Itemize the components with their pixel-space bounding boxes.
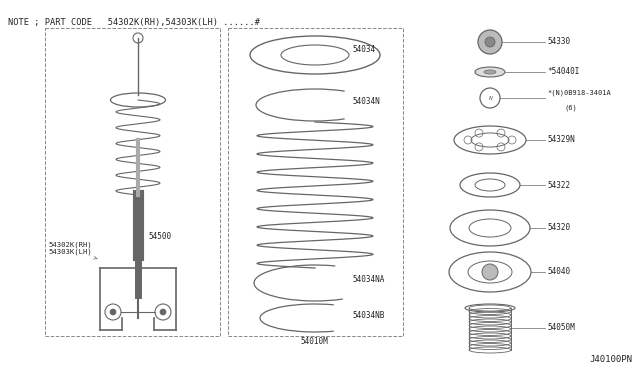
Text: 54034N: 54034N bbox=[352, 97, 380, 106]
Ellipse shape bbox=[484, 70, 496, 74]
Circle shape bbox=[110, 309, 116, 315]
Text: NOTE ; PART CODE   54302K(RH),54303K(LH) ......#: NOTE ; PART CODE 54302K(RH),54303K(LH) .… bbox=[8, 18, 260, 27]
Text: 54010M: 54010M bbox=[300, 337, 328, 346]
Text: 54320: 54320 bbox=[547, 224, 570, 232]
Circle shape bbox=[482, 264, 498, 280]
Text: 54040: 54040 bbox=[547, 267, 570, 276]
Text: 54329N: 54329N bbox=[547, 135, 575, 144]
Text: N: N bbox=[488, 96, 492, 100]
Ellipse shape bbox=[475, 67, 505, 77]
Text: J40100PN: J40100PN bbox=[589, 356, 632, 365]
Text: 54034: 54034 bbox=[352, 45, 375, 55]
Text: 54050M: 54050M bbox=[547, 324, 575, 333]
Text: 54330: 54330 bbox=[547, 38, 570, 46]
Text: 54302K(RH)
54303K(LH): 54302K(RH) 54303K(LH) bbox=[48, 241, 97, 259]
Bar bbox=[45, 28, 220, 336]
Text: 54034NA: 54034NA bbox=[352, 276, 385, 285]
Text: 54034NB: 54034NB bbox=[352, 311, 385, 320]
Text: 54500: 54500 bbox=[148, 232, 171, 241]
Text: (6): (6) bbox=[565, 105, 578, 111]
Circle shape bbox=[160, 309, 166, 315]
Text: 54322: 54322 bbox=[547, 180, 570, 189]
Text: *54040I: *54040I bbox=[547, 67, 579, 77]
Text: *(N)0B918-3401A: *(N)0B918-3401A bbox=[547, 90, 611, 96]
Bar bbox=[228, 28, 403, 336]
Circle shape bbox=[485, 37, 495, 47]
Circle shape bbox=[478, 30, 502, 54]
